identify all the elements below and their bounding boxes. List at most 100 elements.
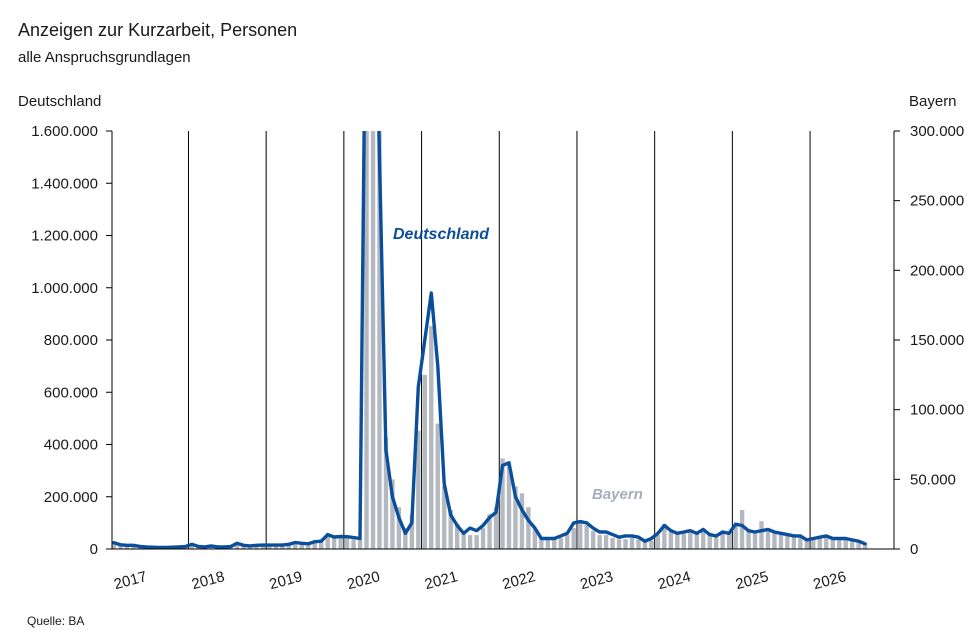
bayern-bar	[843, 537, 848, 549]
bayern-bar	[752, 532, 758, 549]
y-tick-label-left: 1.400.000	[31, 175, 98, 192]
bayern-bar	[409, 514, 415, 549]
bayern-bar	[791, 536, 797, 549]
chart-subtitle: alle Anspruchsgrundlagen	[18, 49, 191, 66]
bayern-bar	[390, 479, 395, 549]
bayern-bar	[856, 540, 861, 549]
x-tick-label: 2023	[578, 568, 615, 593]
axes	[106, 130, 900, 550]
bayern-bar	[429, 326, 434, 549]
bayern-bar	[798, 536, 803, 549]
bayern-bar	[467, 535, 473, 549]
bayern-bar	[837, 537, 842, 549]
y-tick-label-left: 800.000	[44, 332, 98, 349]
bayern-bar	[597, 535, 602, 549]
bayern-bar	[267, 544, 272, 549]
bayern-bar	[111, 542, 117, 549]
bayern-bar	[688, 530, 693, 549]
bayern-bar	[383, 437, 389, 549]
annotation-deutschland: Deutschland	[393, 226, 490, 243]
deutschland-line	[112, 131, 867, 550]
bayern-bar	[357, 539, 363, 549]
bayern-bar	[513, 486, 518, 549]
bayern-bar	[480, 528, 486, 549]
bayern-bar	[681, 532, 686, 549]
bayern-bar	[312, 542, 317, 549]
bayern-bar	[649, 540, 654, 549]
y-tick-label-left: 400.000	[44, 437, 98, 454]
bayern-bar	[616, 539, 622, 549]
bayern-bar	[694, 533, 699, 549]
y-tick-label-right: 200.000	[910, 262, 964, 279]
bayern-bar	[765, 529, 771, 549]
bayern-bar	[824, 536, 829, 549]
bayern-bar	[830, 537, 835, 549]
bayern-bar	[370, 131, 376, 550]
y-tick-label-right: 300.000	[910, 123, 964, 140]
bayern-bar	[519, 493, 525, 549]
y-tick-label-right: 100.000	[910, 402, 964, 419]
bayern-bar	[675, 532, 680, 549]
bayern-bar	[571, 528, 576, 549]
bayern-bar	[422, 374, 427, 549]
bayern-bar	[746, 530, 751, 549]
bayern-bar	[584, 525, 589, 549]
bayern-bar	[260, 544, 266, 549]
x-tick-label: 2017	[112, 568, 149, 593]
bayern-bar	[720, 532, 725, 549]
bayern-bar	[636, 539, 641, 549]
bayern-bar	[545, 539, 551, 549]
x-tick-label: 2022	[501, 568, 538, 593]
y-tick-label-left: 1.600.000	[31, 123, 98, 140]
bayern-bars	[111, 131, 868, 550]
x-tick-label: 2020	[345, 568, 382, 593]
bayern-bar	[319, 540, 324, 549]
y-tick-label-left: 1.000.000	[31, 280, 98, 297]
bayern-bar	[778, 533, 784, 549]
bayern-bar	[539, 539, 544, 549]
bayern-bar	[442, 486, 447, 549]
bayern-bar	[454, 523, 460, 549]
bayern-bar	[474, 535, 479, 549]
bayern-bar	[344, 537, 350, 549]
bayern-bar	[403, 528, 408, 549]
bayern-bar	[668, 529, 674, 549]
bayern-bar	[487, 514, 492, 549]
bayern-bar	[293, 542, 298, 549]
bayern-bar	[811, 539, 816, 549]
bayern-bar	[448, 509, 453, 549]
y-tick-label-left: 0	[90, 541, 98, 558]
y-tick-label-right: 250.000	[910, 193, 964, 210]
bayern-bar	[733, 526, 738, 549]
bayern-bar	[280, 544, 285, 549]
bayern-bar	[532, 528, 538, 549]
annotation-bayern: Bayern	[592, 486, 643, 503]
bayern-bar	[726, 533, 732, 549]
y-tick-label-right: 50.000	[910, 471, 956, 488]
bayern-bar	[273, 544, 279, 549]
bayern-bar	[286, 544, 292, 549]
bayern-bar	[461, 532, 466, 549]
x-tick-label: 2025	[734, 568, 771, 593]
bayern-bar	[849, 539, 855, 549]
bayern-bar	[817, 537, 822, 549]
bayern-bar	[124, 545, 130, 549]
bayern-bar	[416, 430, 421, 549]
bayern-bar	[603, 535, 609, 549]
y-tick-label-left: 200.000	[44, 489, 98, 506]
bayern-bar	[662, 523, 667, 549]
bayern-bar	[629, 537, 635, 549]
bayern-bar	[655, 535, 661, 549]
y-axis-label-right: Bayern	[909, 93, 957, 110]
bayern-bar	[306, 543, 311, 549]
bayern-bar	[131, 545, 136, 549]
y-tick-label-left: 600.000	[44, 384, 98, 401]
source-note: Quelle: BA	[27, 614, 85, 628]
bayern-bar	[118, 544, 123, 549]
bayern-bar	[578, 522, 583, 549]
bayern-bar	[772, 532, 777, 549]
y-tick-label-right: 0	[910, 541, 918, 558]
bayern-bar	[610, 537, 615, 549]
bayern-bar	[701, 530, 706, 549]
